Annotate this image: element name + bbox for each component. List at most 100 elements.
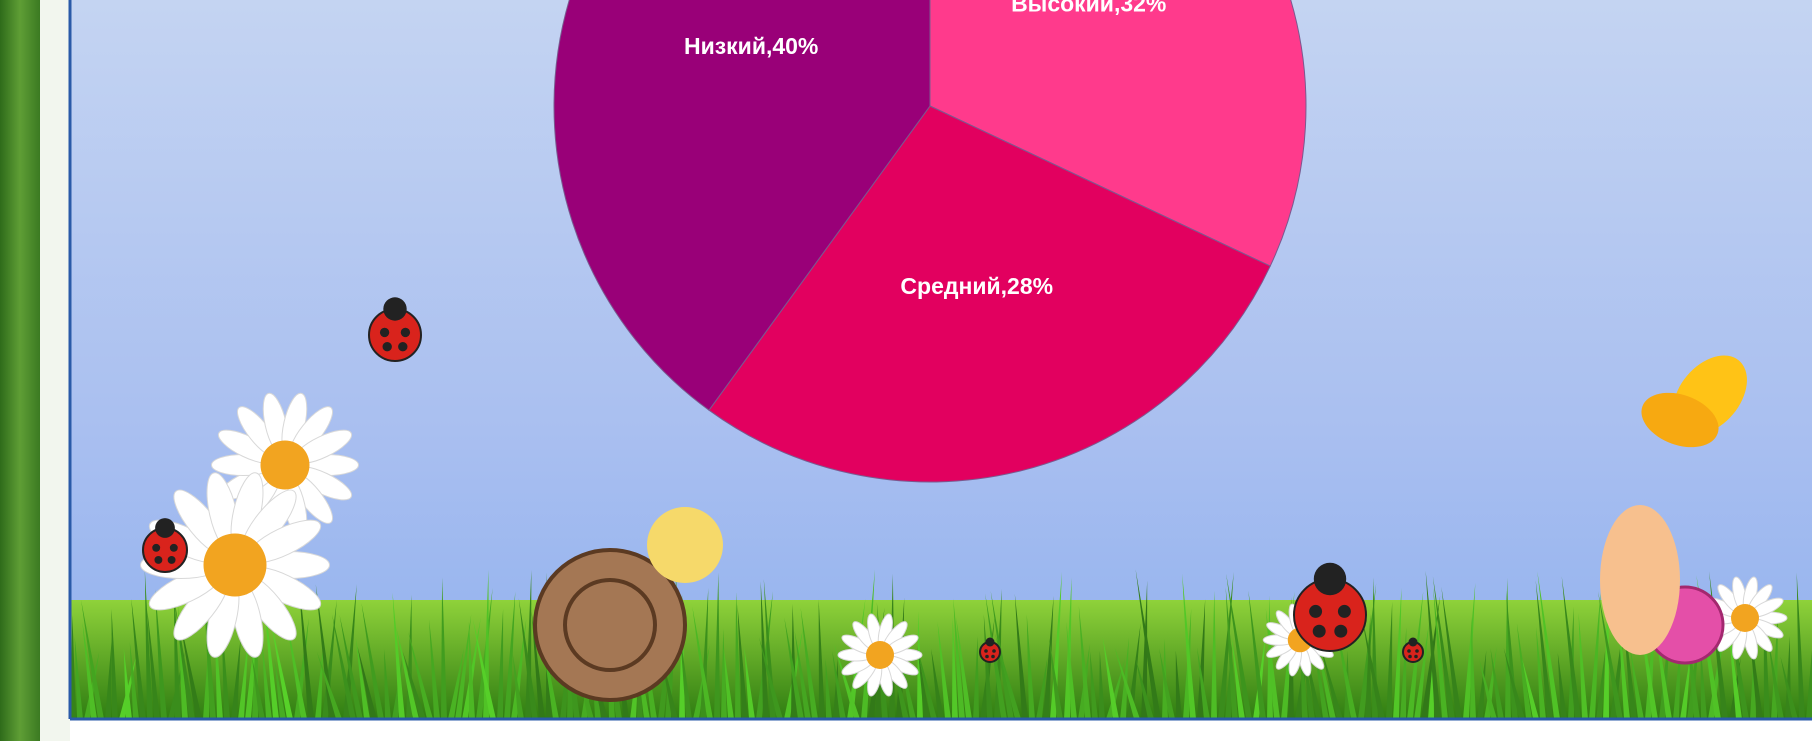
- grass-blade: [1433, 588, 1448, 719]
- grass-blade: [147, 609, 160, 719]
- grass-blade: [1578, 613, 1588, 719]
- grass-blade: [1159, 648, 1175, 719]
- grass-blade: [794, 631, 811, 719]
- pie-slice: [929, 0, 1307, 267]
- grass-blade: [1680, 650, 1692, 719]
- grass-blade: [916, 646, 937, 719]
- grass-blade: [468, 621, 475, 719]
- grass-blade: [179, 618, 202, 719]
- grass-blade: [504, 591, 516, 719]
- grass-blade: [173, 579, 181, 719]
- grass-blade: [1231, 636, 1245, 719]
- grass-blade: [759, 637, 783, 719]
- ladybug-spot: [984, 649, 988, 653]
- grass-blade: [1182, 573, 1196, 719]
- grass-blade: [1135, 569, 1161, 719]
- grass-blade: [1248, 590, 1266, 719]
- grass-blade: [833, 658, 839, 719]
- grass-blade: [1043, 595, 1054, 719]
- grass-blade: [1516, 623, 1532, 719]
- grass-blade: [1796, 572, 1805, 719]
- grass-blade: [953, 598, 965, 719]
- grass-blade: [473, 619, 496, 719]
- grass-blade: [270, 619, 293, 719]
- grass-blade: [1334, 613, 1357, 719]
- grass-blade: [357, 646, 377, 719]
- decoration: [70, 297, 1812, 719]
- flower-center: [203, 533, 267, 597]
- grass-blade: [339, 615, 363, 719]
- grass-blade: [316, 651, 342, 719]
- grass-blade: [1806, 650, 1812, 719]
- grass-blade: [455, 614, 472, 719]
- grass-blade: [1319, 643, 1343, 719]
- flower-center: [260, 440, 310, 490]
- grass-blade: [1622, 607, 1637, 719]
- grass-blade: [1536, 626, 1546, 719]
- grass-blade: [1225, 587, 1238, 719]
- grass-blade: [251, 656, 265, 719]
- ladybug-spot: [1408, 654, 1412, 659]
- grass-blade: [111, 608, 118, 719]
- green-strip: [0, 0, 40, 741]
- grass-blade: [1099, 650, 1105, 719]
- ladybug-spot: [169, 543, 178, 552]
- grass-blade: [429, 619, 440, 719]
- grass-blade: [1537, 571, 1560, 719]
- grass-blade: [298, 578, 314, 719]
- grass-blade: [680, 634, 692, 719]
- grass-blade: [1393, 588, 1402, 719]
- grass-blade: [1535, 580, 1553, 719]
- grass-blade: [518, 598, 538, 719]
- grass-blade: [818, 599, 825, 719]
- grass-blade: [1175, 650, 1182, 719]
- grass-blade: [735, 592, 741, 719]
- slice-label: Высокий,32%: [1011, 0, 1166, 16]
- grass-blade: [81, 599, 104, 719]
- ladybug-spot: [1415, 649, 1419, 653]
- grass-blade: [800, 607, 818, 719]
- grass-blade: [322, 599, 337, 719]
- grass-blade: [332, 614, 356, 719]
- grass-blade: [832, 651, 846, 719]
- ladybug-spot: [152, 543, 161, 552]
- slice-label: Средний,28%: [900, 273, 1053, 299]
- grass-blade: [1358, 583, 1377, 719]
- grass-blade: [123, 648, 132, 719]
- grass-blade: [355, 638, 370, 719]
- ladybug-spot: [985, 654, 989, 659]
- grass-blade: [1106, 658, 1126, 719]
- grass-blade: [937, 621, 951, 719]
- grass-blade: [1506, 590, 1518, 719]
- grass-blade: [155, 589, 167, 719]
- ladybug-spot: [1414, 654, 1418, 659]
- grass-blade: [990, 590, 1014, 719]
- grass-blade: [274, 658, 286, 719]
- grass-blade: [1089, 650, 1098, 719]
- grass-blade: [1463, 582, 1476, 719]
- grass-blade: [1561, 576, 1581, 719]
- ladybug-head: [985, 637, 995, 647]
- grass-blade: [105, 637, 112, 719]
- grass-blade: [129, 641, 139, 719]
- ladybug-spot: [167, 555, 176, 564]
- grass-blade: [1490, 648, 1504, 719]
- grass-blade: [1700, 643, 1707, 719]
- grass-blade: [1361, 615, 1385, 719]
- grass-blade: [1421, 595, 1441, 719]
- grass-blade: [221, 618, 230, 719]
- grass-blade: [408, 631, 433, 719]
- grass-blade: [231, 637, 241, 719]
- grass-blade: [238, 634, 249, 719]
- grass-blade: [1629, 646, 1644, 719]
- grass-blade: [1425, 570, 1441, 719]
- grass-blade: [825, 658, 832, 719]
- flower-center: [866, 641, 894, 669]
- grass-blade: [952, 617, 958, 719]
- grass-blade: [263, 592, 279, 719]
- grass-blade: [1102, 636, 1119, 719]
- grass-blade: [82, 622, 97, 719]
- grass-blade: [918, 650, 930, 719]
- grass-blade: [1596, 650, 1606, 719]
